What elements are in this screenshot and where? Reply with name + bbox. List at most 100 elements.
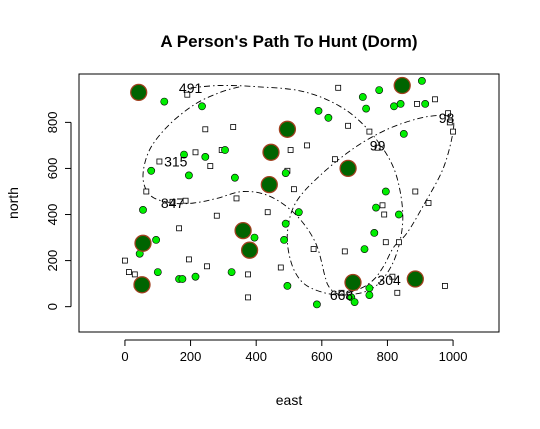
plot-border <box>78 73 500 333</box>
green-point <box>198 102 206 111</box>
square-point <box>412 188 419 195</box>
path-point-label: 847 <box>161 195 185 211</box>
square-point <box>445 110 452 117</box>
green-point <box>312 300 321 309</box>
green-point <box>350 298 359 306</box>
green-point <box>360 245 369 253</box>
green-point <box>201 152 210 161</box>
series-layer <box>122 76 457 309</box>
square-point <box>207 163 214 170</box>
large-point <box>344 273 362 292</box>
x-tick-label: 600 <box>311 349 333 364</box>
square-point <box>143 188 150 195</box>
square-point <box>264 209 271 216</box>
square-point <box>184 91 191 98</box>
green-point <box>191 272 200 281</box>
large-point <box>262 143 280 161</box>
green-point <box>381 187 390 196</box>
square-point <box>374 144 381 151</box>
green-point <box>314 107 323 115</box>
square-point <box>245 294 251 301</box>
hunting-path-line <box>142 85 455 296</box>
path-point-label: 98 <box>439 110 455 126</box>
large-point <box>134 234 152 252</box>
y-tick-label: 600 <box>45 158 60 180</box>
green-point <box>362 104 370 113</box>
green-point <box>394 210 403 219</box>
square-point <box>213 212 220 219</box>
path-point-label: 304 <box>377 272 401 288</box>
green-point <box>184 171 193 180</box>
y-tick-label: 800 <box>45 112 60 134</box>
square-point <box>245 271 251 278</box>
green-point <box>370 228 379 237</box>
large-point <box>240 241 259 259</box>
square-point <box>335 84 342 91</box>
green-point <box>365 284 374 293</box>
path-point-label: 99 <box>370 137 386 153</box>
square-point <box>450 128 457 135</box>
green-point <box>372 203 380 212</box>
green-point <box>180 150 188 159</box>
chart-title: A Person's Path To Hunt (Dorm) <box>160 32 417 51</box>
green-point <box>358 93 367 101</box>
large-point <box>278 120 297 138</box>
large-point <box>339 159 357 178</box>
green-point <box>294 208 303 217</box>
x-tick-label: 0 <box>121 349 128 364</box>
green-point <box>281 219 290 228</box>
green-point <box>365 291 374 299</box>
green-point <box>324 113 333 122</box>
green-point <box>147 166 156 175</box>
path-layer <box>142 85 455 296</box>
square-point <box>230 124 237 130</box>
green-point <box>396 100 405 108</box>
square-point <box>277 264 284 271</box>
square-point <box>338 289 345 296</box>
square-point <box>381 211 388 218</box>
y-tick-label: 400 <box>45 204 60 226</box>
green-point <box>153 268 162 276</box>
square-point <box>233 195 240 202</box>
x-tick-label: 400 <box>245 349 267 364</box>
large-point <box>406 270 424 288</box>
square-point <box>425 200 432 206</box>
square-point <box>192 149 199 156</box>
square-point <box>204 263 210 270</box>
square-point <box>331 156 338 163</box>
green-point <box>421 100 430 108</box>
green-point <box>283 281 292 290</box>
x-tick-label: 800 <box>377 349 399 364</box>
square-point <box>366 128 373 135</box>
green-point <box>139 205 147 214</box>
square-point <box>395 239 402 246</box>
green-point <box>281 169 290 177</box>
square-point <box>341 248 348 255</box>
square-point <box>379 202 386 209</box>
green-point <box>280 235 288 244</box>
square-point <box>156 158 163 165</box>
y-tick-label: 0 <box>45 303 60 310</box>
square-point <box>122 257 128 264</box>
green-point <box>390 102 398 111</box>
green-point <box>221 146 229 154</box>
square-point <box>287 147 294 153</box>
x-axis-label: east <box>276 392 303 408</box>
square-point <box>131 271 138 278</box>
y-axis: 0 200 400 600 800 <box>45 112 72 310</box>
large-point <box>130 83 148 102</box>
path-point-label: 668 <box>330 287 354 303</box>
square-point <box>389 273 396 280</box>
square-point <box>290 186 297 193</box>
x-tick-label: 1000 <box>439 349 468 364</box>
green-point <box>417 77 426 85</box>
square-point <box>441 282 448 289</box>
green-point <box>375 86 384 94</box>
large-point <box>260 175 278 194</box>
green-point <box>160 97 169 106</box>
square-point <box>446 119 453 126</box>
green-point <box>152 235 160 244</box>
square-point <box>182 197 189 204</box>
green-point <box>178 275 187 283</box>
